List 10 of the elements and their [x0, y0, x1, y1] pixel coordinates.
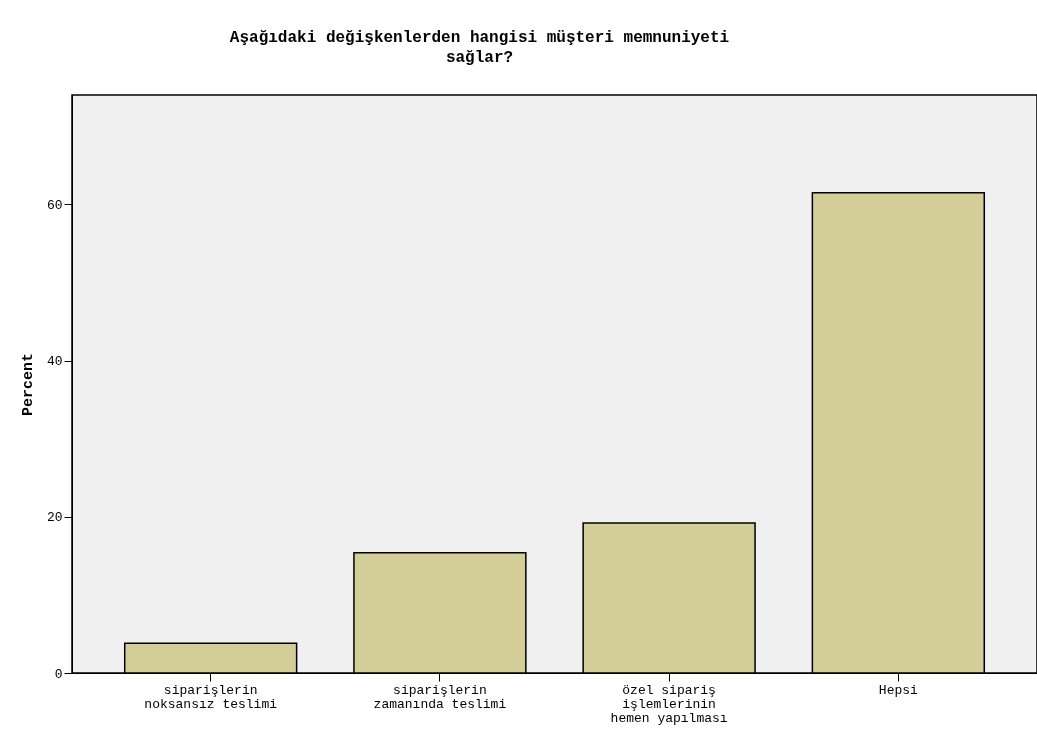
- x-tick-label: özel sipariş işlemlerinin hemen yapılması: [610, 682, 728, 726]
- y-tick-label: 60: [46, 197, 63, 213]
- x-tick-label: Hepsi: [878, 682, 919, 698]
- x-tick-label: siparişlerin zamanında teslimi: [373, 682, 507, 712]
- y-axis-title: Percent: [19, 352, 37, 417]
- y-tick-label: 40: [46, 354, 63, 370]
- y-tick-label: 20: [46, 510, 63, 526]
- chart-title: Aşağıdaki değişkenlerden hangisi müşteri memnuniyeti sağlar?: [229, 29, 730, 67]
- y-tick-label: 0: [54, 666, 63, 682]
- x-tick-label: siparişlerin noksansız teslimi: [144, 682, 278, 712]
